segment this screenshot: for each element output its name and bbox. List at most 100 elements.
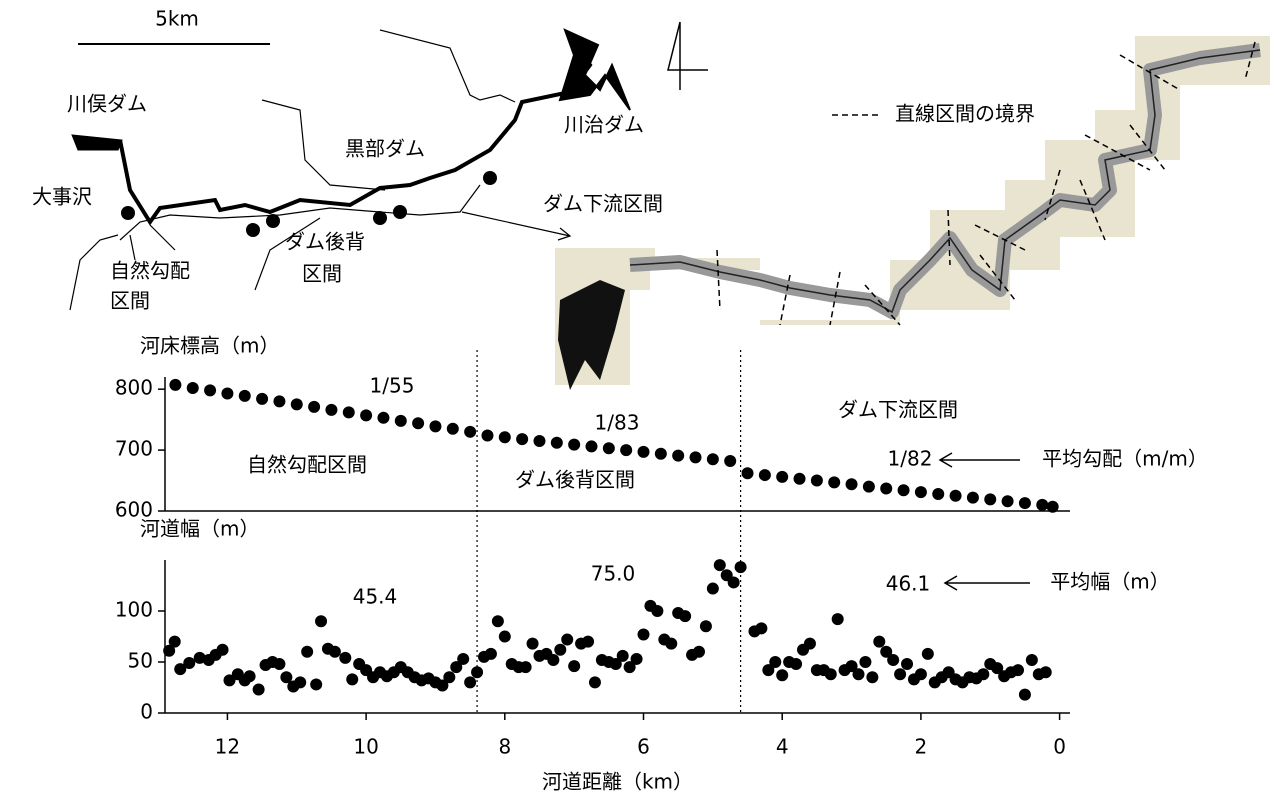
point <box>310 678 322 690</box>
point <box>932 488 944 500</box>
point <box>1012 664 1024 676</box>
point <box>527 638 539 650</box>
point <box>1002 495 1014 507</box>
north-arrow <box>668 22 708 90</box>
map-label: ダム下流区間 <box>543 192 663 216</box>
point <box>679 610 691 622</box>
point <box>759 469 771 481</box>
river <box>380 30 515 102</box>
point <box>755 622 767 634</box>
point <box>294 676 306 688</box>
point <box>429 420 441 432</box>
y-axis-label: 河道幅（m） <box>140 517 259 541</box>
x-tick-label: 10 <box>353 735 378 759</box>
point <box>343 406 355 418</box>
map-label: 黒部ダム <box>345 137 425 161</box>
point <box>700 620 712 632</box>
annotation: 45.4 <box>353 585 398 609</box>
point <box>187 382 199 394</box>
point <box>329 646 341 658</box>
point <box>395 415 407 427</box>
point <box>724 455 736 467</box>
y-tick-label: 100 <box>115 598 153 622</box>
point <box>915 486 927 498</box>
map-label: 川治ダム <box>564 113 644 137</box>
point <box>898 484 910 496</box>
point <box>776 471 788 483</box>
dam <box>560 30 630 110</box>
point <box>638 628 650 640</box>
x-tick-label: 6 <box>637 735 650 759</box>
point <box>308 401 320 413</box>
point <box>443 671 455 683</box>
point <box>651 605 663 617</box>
point <box>589 676 601 688</box>
x-tick-label: 12 <box>215 735 240 759</box>
point <box>291 398 303 410</box>
point <box>554 644 566 656</box>
point <box>520 661 532 673</box>
point <box>551 437 563 449</box>
point <box>620 444 632 456</box>
point <box>655 448 667 460</box>
annotation: 1/55 <box>370 374 415 398</box>
point <box>585 440 597 452</box>
point <box>568 660 580 672</box>
map-label: 区間 <box>110 289 150 313</box>
arrow <box>940 453 1020 467</box>
point <box>863 481 875 493</box>
annotation: 75.0 <box>591 562 636 586</box>
point <box>859 656 871 668</box>
point <box>1047 501 1059 513</box>
point <box>221 387 233 399</box>
point <box>253 684 265 696</box>
y-tick-label: 800 <box>115 376 153 400</box>
point <box>873 636 885 648</box>
point <box>832 613 844 625</box>
point <box>464 676 476 688</box>
point <box>464 426 476 438</box>
point <box>1019 689 1031 701</box>
point <box>499 631 511 643</box>
river <box>130 225 175 260</box>
point <box>315 615 327 627</box>
point <box>471 666 483 678</box>
point <box>204 384 216 396</box>
point <box>901 658 913 670</box>
map-label: 自然勾配 <box>110 259 190 283</box>
figure: 5km 川俣ダム 黒部ダム 川治ダム 大事沢 ダム下流区間 ダム後背 区間 自然… <box>0 0 1274 803</box>
map-label: 大事沢 <box>32 185 92 209</box>
annotation: 自然勾配区間 <box>247 453 367 477</box>
map-label: 区間 <box>302 262 342 286</box>
y-tick-label: 700 <box>115 437 153 461</box>
point <box>492 615 504 627</box>
point <box>690 451 702 463</box>
scale-label: 5km <box>155 7 199 31</box>
point <box>273 395 285 407</box>
point <box>714 559 726 571</box>
x-tick-label: 4 <box>776 735 789 759</box>
point <box>1036 499 1048 511</box>
x-tick-label: 2 <box>915 735 928 759</box>
point <box>273 658 285 670</box>
point <box>866 671 878 683</box>
point <box>880 482 892 494</box>
point <box>707 453 719 465</box>
point <box>457 653 469 665</box>
point <box>169 636 181 648</box>
point <box>346 673 358 685</box>
point <box>769 656 781 668</box>
x-tick-label: 8 <box>498 735 511 759</box>
point <box>217 644 229 656</box>
point <box>894 668 906 680</box>
y-tick-label: 0 <box>140 700 153 724</box>
point <box>638 446 650 458</box>
point <box>794 473 806 485</box>
point <box>325 404 337 416</box>
dam <box>72 135 122 150</box>
annotation: 46.1 <box>886 572 931 596</box>
point <box>568 439 580 451</box>
point <box>967 492 979 504</box>
point <box>582 636 594 648</box>
point <box>631 653 643 665</box>
